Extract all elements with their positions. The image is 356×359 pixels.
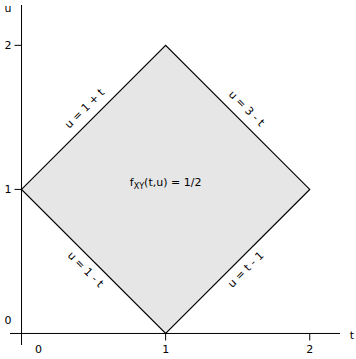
edge-label: u = 1 - t bbox=[65, 249, 107, 291]
y-tick-label: 2 bbox=[5, 39, 12, 52]
x-tick-label: 1 bbox=[162, 343, 169, 356]
x-tick-label: 0 bbox=[35, 343, 42, 356]
edge-label: u = t - 1 bbox=[225, 249, 266, 290]
y-tick-label: 0 bbox=[5, 314, 12, 327]
x-axis bbox=[10, 333, 340, 334]
x-tick-label: 2 bbox=[306, 343, 313, 356]
x-tick bbox=[309, 333, 310, 340]
edge-label: u = 1 + t bbox=[62, 86, 108, 132]
y-tick-label: 1 bbox=[5, 183, 12, 196]
plot-area bbox=[22, 45, 310, 333]
region-label: fXY(t,u) = 1/2 bbox=[130, 176, 202, 191]
chart: 0 1 2 0 1 2 u t u = 1 + t u = 3 - t u = t - 1 u = 1… bbox=[0, 0, 356, 359]
edge-label: u = 3 - t bbox=[226, 88, 268, 130]
y-axis bbox=[21, 5, 22, 345]
x-axis-label: t bbox=[350, 329, 355, 342]
x-tick bbox=[165, 333, 166, 340]
y-tick bbox=[15, 45, 22, 46]
y-tick bbox=[15, 189, 22, 190]
region bbox=[22, 45, 310, 333]
y-axis-label: u bbox=[5, 2, 12, 15]
